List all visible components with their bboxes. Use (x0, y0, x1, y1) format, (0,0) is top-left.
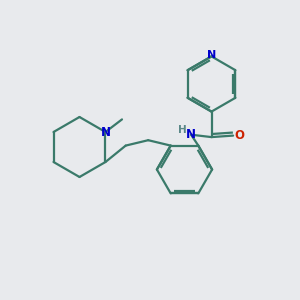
Text: N: N (185, 128, 196, 141)
Text: H: H (178, 125, 187, 135)
Text: N: N (101, 125, 111, 139)
Text: O: O (235, 129, 245, 142)
Text: N: N (208, 50, 217, 60)
